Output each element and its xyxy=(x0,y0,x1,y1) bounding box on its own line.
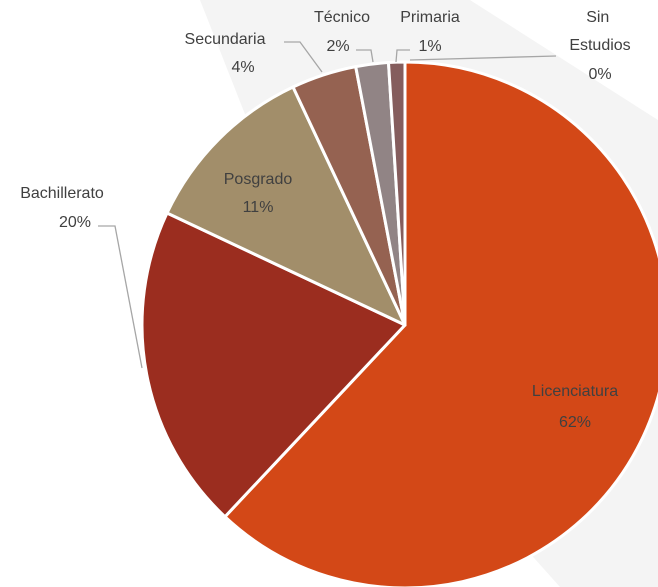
leader-line xyxy=(356,49,374,63)
leader-line xyxy=(395,49,410,63)
slice-value-label: 0% xyxy=(588,66,611,83)
slice-value-label: 62% xyxy=(559,414,591,431)
pie-slice xyxy=(140,211,407,519)
leader-lines xyxy=(98,41,557,369)
leader-line xyxy=(409,55,557,61)
slice-label: Posgrado xyxy=(224,171,293,188)
slice-value-label: 2% xyxy=(326,38,349,55)
slice-label: Primaria xyxy=(400,9,460,26)
slice-value-label: 20% xyxy=(59,214,91,231)
pie-slice xyxy=(223,60,658,587)
pie-slice xyxy=(165,85,407,327)
slice-label: Secundaria xyxy=(185,31,266,48)
leader-line xyxy=(284,41,323,73)
leader-line xyxy=(98,225,143,369)
slice-label: Técnico xyxy=(314,9,370,26)
slice-label: Sin Estudios xyxy=(569,9,630,54)
slice-value-label: 1% xyxy=(418,38,441,55)
slice-label: Licenciatura xyxy=(532,383,618,400)
slice-value-label: 4% xyxy=(231,59,254,76)
pie xyxy=(140,60,658,587)
slice-value-label: 11% xyxy=(243,199,274,216)
slice-label: Bachillerato xyxy=(20,185,104,202)
